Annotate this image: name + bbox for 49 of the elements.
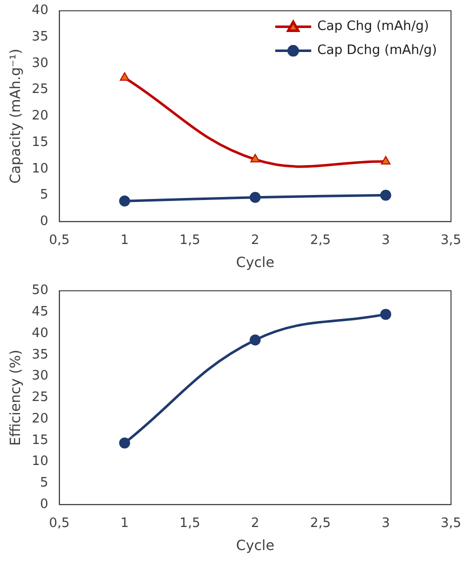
x-tick-label: 3 bbox=[382, 232, 390, 248]
x-tick-label: 2 bbox=[251, 516, 260, 531]
y-tick-label: 5 bbox=[40, 476, 48, 491]
x-axis-title: Cycle bbox=[236, 538, 274, 554]
point bbox=[119, 196, 130, 207]
y-tick-label: 10 bbox=[32, 161, 48, 176]
y-tick-label: 15 bbox=[32, 134, 48, 150]
x-tick-label: 1 bbox=[120, 232, 129, 248]
point bbox=[250, 192, 261, 203]
x-tick-label: 0,5 bbox=[49, 516, 70, 531]
point bbox=[380, 190, 392, 201]
y-tick-label: 40 bbox=[32, 326, 48, 341]
y-tick-label: 0 bbox=[40, 214, 48, 229]
point bbox=[250, 334, 261, 346]
y-tick-label: 20 bbox=[32, 411, 48, 426]
legend-label: Cap Dchg (mAh/g) bbox=[317, 43, 437, 58]
x-tick-label: 1 bbox=[120, 516, 129, 531]
x-tick-label: 3 bbox=[382, 516, 390, 531]
point bbox=[119, 438, 130, 449]
y-tick-label: 35 bbox=[32, 347, 48, 362]
x-tick-label: 0,5 bbox=[49, 232, 70, 248]
y-tick-label: 20 bbox=[32, 108, 48, 124]
y-tick-label: 50 bbox=[32, 283, 48, 298]
y-tick-label: 25 bbox=[32, 82, 48, 98]
x-tick-label: 3,5 bbox=[440, 232, 462, 248]
x-tick-label: 3,5 bbox=[440, 516, 462, 531]
legend-label: Cap Chg (mAh/g) bbox=[317, 19, 429, 34]
x-tick-label: 2,5 bbox=[310, 516, 331, 531]
y-tick-label: 5 bbox=[40, 188, 48, 203]
y-tick-label: 10 bbox=[32, 454, 48, 470]
y-tick-label: 40 bbox=[32, 3, 48, 18]
point bbox=[120, 72, 130, 81]
y-tick-label: 0 bbox=[40, 496, 48, 512]
y-tick-label: 30 bbox=[32, 368, 48, 384]
point bbox=[250, 154, 260, 162]
y-tick-label: 30 bbox=[32, 56, 48, 71]
point bbox=[380, 156, 391, 165]
x-axis-title: Cycle bbox=[236, 255, 274, 272]
x-tick-label: 2,5 bbox=[310, 232, 331, 248]
y-tick-label: 15 bbox=[32, 432, 48, 448]
x-tick-label: 2 bbox=[251, 232, 260, 248]
y-tick-label: 25 bbox=[32, 390, 48, 406]
point bbox=[380, 308, 392, 320]
y-axis-title: Capacity (mAh.g⁻¹) bbox=[8, 48, 24, 184]
y-axis-title: Efficiency (%) bbox=[8, 350, 24, 446]
y-tick-label: 35 bbox=[32, 30, 48, 45]
x-tick-label: 1,5 bbox=[180, 516, 200, 531]
x-tick-label: 1,5 bbox=[180, 232, 200, 248]
y-tick-label: 45 bbox=[32, 304, 48, 320]
